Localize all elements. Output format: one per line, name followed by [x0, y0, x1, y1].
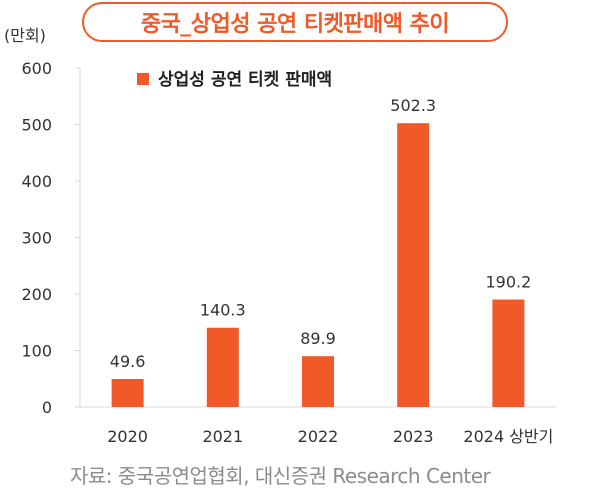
legend-label: 상업성 공연 티켓 판매액 [158, 70, 332, 90]
legend-swatch [137, 73, 149, 85]
y-tick-label: 100 [21, 342, 52, 361]
x-tick-label: 2024 상반기 [463, 427, 553, 446]
y-tick-group: 0 100 200 300 400 500 600 [21, 59, 80, 417]
bar [111, 378, 144, 407]
x-tick-label: 2023 [393, 427, 434, 446]
data-label: 502.3 [390, 96, 436, 115]
x-tick-group: 2020 2021 2022 2023 2024 상반기 [107, 427, 553, 446]
bar [206, 327, 239, 407]
bar [302, 356, 334, 407]
y-tick-label: 600 [21, 59, 52, 78]
data-label: 190.2 [485, 273, 531, 292]
data-label: 140.3 [200, 301, 246, 320]
y-tick-label: 500 [21, 116, 52, 135]
data-label: 89.9 [300, 329, 336, 348]
x-tick-label: 2020 [107, 427, 148, 446]
data-label: 49.6 [110, 352, 146, 371]
bar-group: 49.6 140.3 89.9 502.3 190.2 [110, 96, 531, 407]
y-tick-label: 400 [21, 172, 52, 191]
x-tick-label: 2022 [298, 427, 339, 446]
bar [492, 299, 525, 407]
source-note: 자료: 중국공연업협회, 대신증권 Research Center [70, 464, 491, 488]
x-tick-label: 2021 [202, 427, 243, 446]
bar [397, 123, 430, 407]
y-tick-label: 0 [42, 398, 52, 417]
unit-label: (만회) [4, 26, 46, 45]
chart-title: 중국_상업성 공연 티켓판매액 추이 [82, 2, 508, 42]
y-tick-label: 300 [21, 229, 52, 248]
y-tick-label: 200 [21, 285, 52, 304]
legend: 상업성 공연 티켓 판매액 [137, 70, 332, 90]
